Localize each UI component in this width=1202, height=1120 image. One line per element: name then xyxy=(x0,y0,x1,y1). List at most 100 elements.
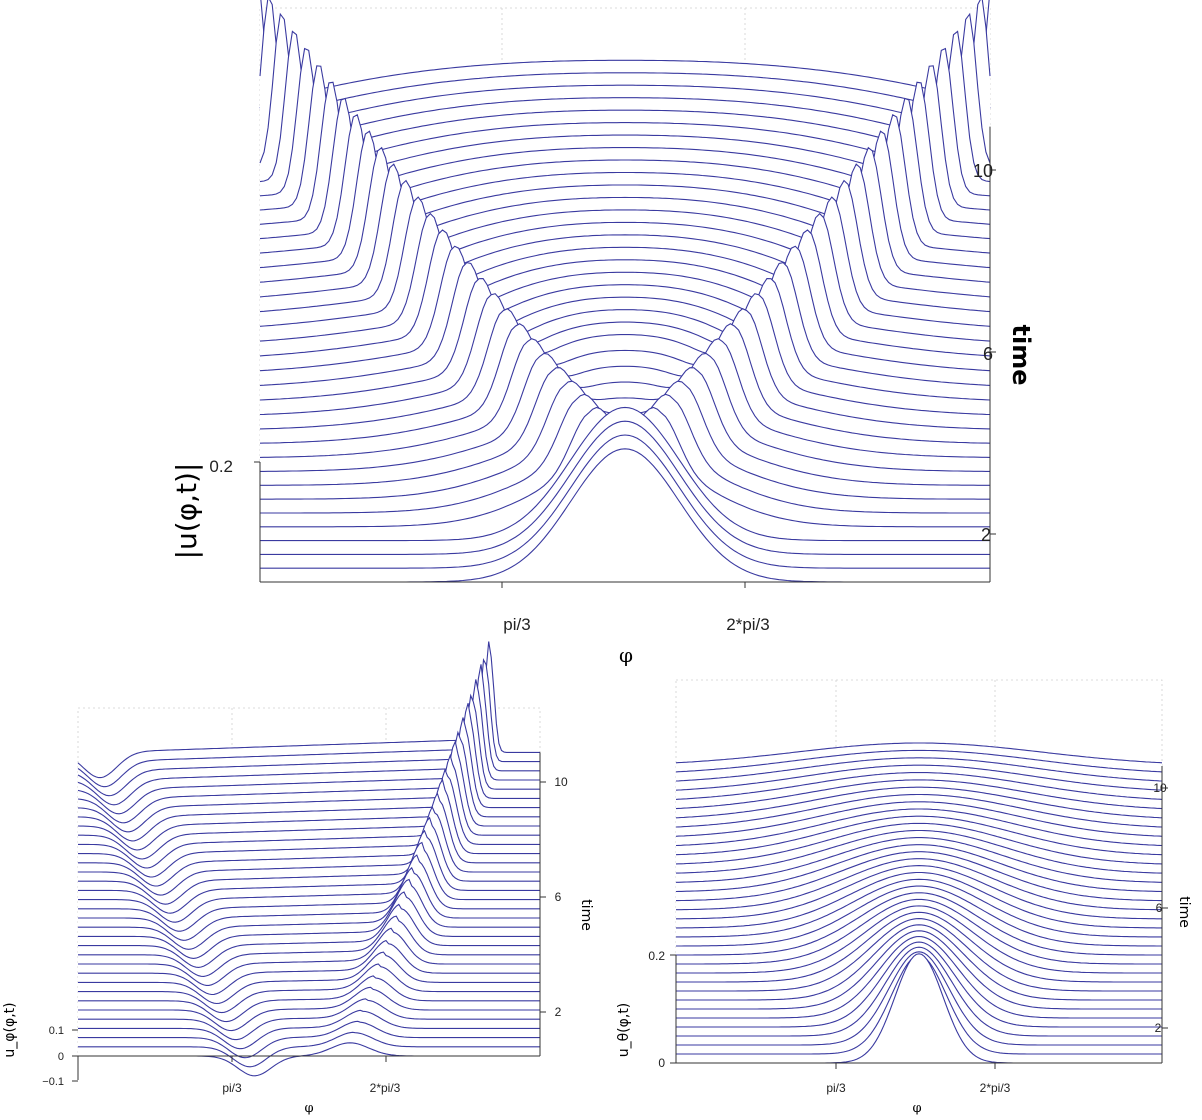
time-trace xyxy=(675,764,1163,791)
time-trace xyxy=(78,998,540,1041)
time-trace xyxy=(78,939,540,996)
traces-bottom-left xyxy=(77,641,540,1080)
br-xlabel: φ xyxy=(912,1101,921,1116)
time-trace xyxy=(675,815,1163,856)
time-trace xyxy=(675,844,1163,893)
time-trace xyxy=(676,924,1162,1001)
time-trace xyxy=(77,730,540,842)
axes-bottom-right xyxy=(670,766,1168,1069)
time-trace xyxy=(77,717,540,833)
top-ytick-0.2: 0.2 xyxy=(209,457,233,476)
time-trace xyxy=(676,851,1162,902)
bl-xlabel: φ xyxy=(304,1101,313,1116)
bl-time-tick-10: 10 xyxy=(554,775,568,789)
time-trace xyxy=(676,892,1162,956)
time-trace xyxy=(78,1020,540,1059)
time-trace xyxy=(676,837,1162,883)
traces-top xyxy=(259,0,991,583)
time-trace xyxy=(676,941,1162,1028)
time-trace xyxy=(676,935,1162,1019)
bl-ytick-0.1: 0.1 xyxy=(49,1025,64,1037)
bl-ylabel: u_φ(φ,t) xyxy=(2,1002,18,1057)
top-time-tick-10: 10 xyxy=(973,161,993,181)
top-xlabel: φ xyxy=(619,643,633,667)
br-ytick-0.2: 0.2 xyxy=(648,949,665,963)
br-ylabel: u_θ(φ,t) xyxy=(616,1003,632,1058)
time-trace xyxy=(260,420,990,555)
top-time-tick-2: 2 xyxy=(981,525,991,545)
br-xtick-2pi-3: 2*pi/3 xyxy=(980,1081,1011,1095)
time-trace xyxy=(675,742,1163,764)
time-trace xyxy=(676,885,1162,947)
top-time-tick-6: 6 xyxy=(983,344,993,364)
time-trace xyxy=(259,278,991,401)
chart-bottom-left: pi/3 2*pi/3 φ 0.1 0 −0.1 u_φ(φ,t) 2 6 10… xyxy=(2,641,594,1116)
time-trace xyxy=(676,905,1162,974)
br-time-tick-10: 10 xyxy=(1153,781,1167,795)
axes-top xyxy=(254,126,996,588)
time-trace xyxy=(77,739,540,851)
time-trace xyxy=(78,753,540,860)
time-trace xyxy=(78,878,540,950)
time-trace xyxy=(676,858,1162,911)
time-trace xyxy=(676,898,1162,965)
time-trace xyxy=(78,963,540,1014)
time-trace xyxy=(78,975,540,1023)
time-trace xyxy=(259,163,991,298)
br-ytick-0: 0 xyxy=(658,1056,665,1070)
time-trace xyxy=(675,779,1163,810)
time-trace xyxy=(78,891,540,959)
time-trace xyxy=(676,871,1162,929)
time-trace xyxy=(675,757,1163,782)
time-trace xyxy=(259,293,991,416)
time-trace xyxy=(78,951,540,1005)
top-time-label: time xyxy=(1007,325,1035,386)
time-trace xyxy=(676,911,1162,983)
bl-time-tick-6: 6 xyxy=(555,890,562,904)
time-trace xyxy=(78,778,540,878)
time-trace xyxy=(676,829,1162,874)
time-trace xyxy=(676,930,1162,1010)
time-trace xyxy=(675,793,1163,828)
time-trace xyxy=(259,72,991,120)
time-trace xyxy=(259,179,991,313)
time-trace xyxy=(78,791,540,887)
time-trace xyxy=(675,801,1163,837)
bl-xtick-pi-3: pi/3 xyxy=(222,1081,242,1095)
time-trace xyxy=(675,786,1163,819)
time-trace xyxy=(260,352,990,472)
bl-ytick-0: 0 xyxy=(58,1051,64,1063)
time-trace xyxy=(676,878,1162,938)
br-time-label: time xyxy=(1176,896,1192,928)
time-trace xyxy=(259,323,991,444)
bl-time-label: time xyxy=(578,899,594,931)
time-trace xyxy=(260,434,990,569)
top-xtick-pi-3: pi/3 xyxy=(503,615,530,634)
bl-time-tick-2: 2 xyxy=(555,1005,562,1019)
time-trace xyxy=(78,768,540,869)
bl-ytick-neg0.1: −0.1 xyxy=(42,1076,64,1088)
time-trace xyxy=(676,918,1162,992)
time-trace xyxy=(78,829,540,914)
chart-bottom-right: pi/3 2*pi/3 φ 0.2 0 u_θ(φ,t) 2 6 10 time xyxy=(616,679,1192,1116)
time-trace xyxy=(78,915,540,977)
br-xtick-pi-3: pi/3 xyxy=(826,1081,846,1095)
time-trace xyxy=(78,816,540,905)
time-trace xyxy=(78,866,540,941)
traces-bottom-right xyxy=(675,742,1163,1064)
time-trace xyxy=(259,59,991,106)
time-trace xyxy=(675,772,1163,800)
time-trace xyxy=(259,0,991,144)
chart-top: pi/3 2*pi/3 φ 0.2 |u(φ,t)| 2 6 10 time xyxy=(170,0,1035,667)
time-trace xyxy=(78,854,540,932)
time-trace xyxy=(78,805,540,896)
time-trace xyxy=(675,808,1163,847)
time-trace xyxy=(78,927,540,986)
trace-mask xyxy=(78,1042,540,1080)
time-trace xyxy=(259,146,991,283)
time-trace xyxy=(676,865,1162,920)
trace-mask xyxy=(260,448,990,582)
time-trace xyxy=(259,12,991,164)
time-trace xyxy=(259,245,991,372)
